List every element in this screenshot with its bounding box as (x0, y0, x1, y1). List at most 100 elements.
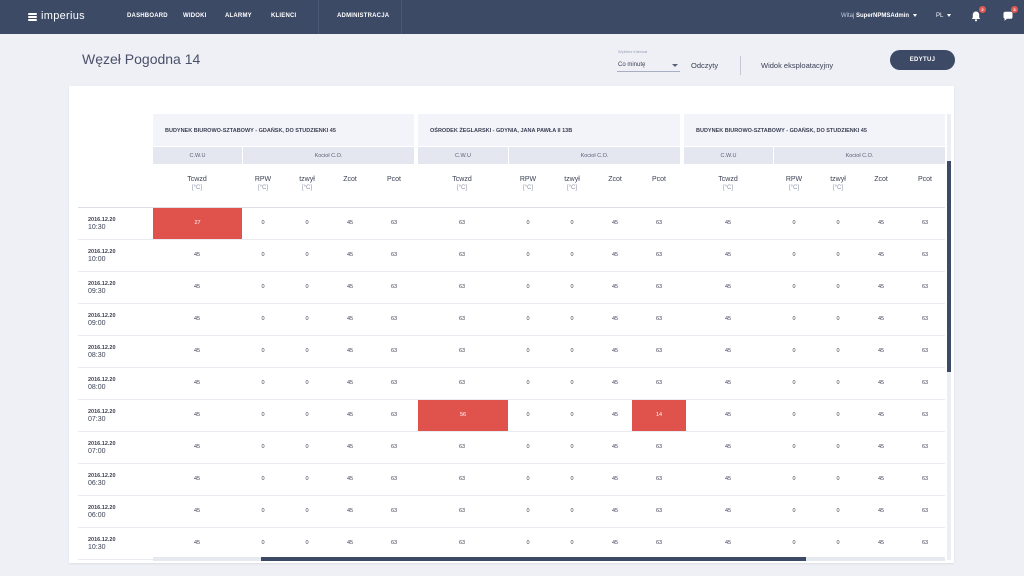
column-header[interactable]: tzwył [°C] (552, 176, 592, 191)
table-cell: 0 (305, 316, 309, 322)
row-date: 2016.12.20 (88, 505, 116, 511)
column-unit: [°C] (788, 185, 800, 191)
table-cell: 63 (458, 252, 466, 258)
nav-administracja[interactable]: ADMINISTRACJA (337, 13, 390, 19)
readings-table: 2016.12.20 10:30 27 0 0 45 63 63 0 0 45 63 45 0 0 45 63 2… (69, 86, 954, 563)
column-header[interactable]: tzwył [°C] (287, 176, 327, 191)
table-row[interactable]: 2016.12.20 10:00 45 0 0 45 63 63 0 0 45 63 45 0 0 45 63 (78, 240, 945, 272)
table-row[interactable]: 2016.12.20 07:30 45 0 0 45 63 56 0 0 45 14 45 0 0 45 63 (78, 400, 945, 432)
row-timestamp: 2016.12.20 07:00 (88, 440, 116, 456)
row-timestamp: 2016.12.20 10:30 (88, 216, 116, 232)
operational-view-link[interactable]: Widok eksploatacyjny (761, 61, 834, 70)
table-cell: 0 (836, 316, 840, 322)
column-header[interactable]: RPW [°C] (243, 176, 283, 191)
username: SuperNPMSAdmin (856, 13, 910, 19)
table-cell: 0 (570, 412, 574, 418)
column-header[interactable]: Zcot (861, 176, 901, 185)
vertical-scroll-thumb[interactable] (947, 161, 951, 372)
chat-icon (1003, 11, 1013, 21)
row-date: 2016.12.20 (88, 281, 116, 287)
table-cell: 0 (792, 252, 796, 258)
table-cell: 63 (458, 476, 466, 482)
nav-klienci[interactable]: KLIENCI (271, 13, 297, 19)
row-time: 08:30 (88, 352, 106, 359)
table-cell: 0 (526, 316, 530, 322)
node-title: BUDYNEK BIUROWO-SZTABOWY - GDAŃSK, DO ST… (696, 128, 867, 134)
table-cell: 45 (877, 252, 885, 258)
table-cell: 63 (458, 444, 466, 450)
interval-label: Wybierz interwał (618, 49, 648, 54)
row-timestamp: 2016.12.20 10:00 (88, 248, 116, 264)
table-cell: 63 (921, 476, 929, 482)
table-row[interactable]: 2016.12.20 10:30 27 0 0 45 63 63 0 0 45 63 45 0 0 45 63 (78, 208, 945, 240)
table-row[interactable]: 2016.12.20 09:00 45 0 0 45 63 63 0 0 45 63 45 0 0 45 63 (78, 304, 945, 336)
table-row[interactable]: 2016.12.20 07:00 45 0 0 45 63 63 0 0 45 63 45 0 0 45 63 (78, 432, 945, 464)
table-row[interactable]: 2016.12.20 10:30 45 0 0 45 63 63 0 0 45 63 45 0 0 45 63 (78, 528, 945, 560)
table-cell: 63 (921, 252, 929, 258)
notifications-button[interactable]: 2 (969, 6, 986, 23)
column-name: Tcwzd (187, 176, 207, 183)
column-name: Pcot (917, 176, 932, 183)
column-unit: [°C] (566, 185, 578, 191)
row-timestamp: 2016.12.20 07:30 (88, 408, 116, 424)
table-cell: 0 (305, 348, 309, 354)
table-cell: 0 (792, 508, 796, 514)
horizontal-scroll-thumb[interactable] (261, 557, 806, 561)
row-date: 2016.12.20 (88, 249, 116, 255)
table-cell: 63 (390, 476, 398, 482)
column-header[interactable]: Zcot (595, 176, 635, 185)
table-cell: 0 (792, 380, 796, 386)
table-cell: 45 (611, 252, 619, 258)
column-header[interactable]: Pcot (639, 176, 679, 185)
language-select[interactable]: PL (936, 13, 951, 19)
nav-divider (401, 0, 402, 34)
table-cell: 0 (792, 284, 796, 290)
column-header[interactable]: Zcot (330, 176, 370, 185)
table-cell: 45 (611, 540, 619, 546)
row-timestamp: 2016.12.20 06:00 (88, 504, 116, 520)
column-header[interactable]: Tcwzd [°C] (177, 176, 217, 191)
table-cell: 0 (836, 380, 840, 386)
table-row[interactable]: 2016.12.20 06:00 45 0 0 45 63 63 0 0 45 63 45 0 0 45 63 (78, 496, 945, 528)
table-cell: 45 (611, 316, 619, 322)
table-cell: 45 (611, 412, 619, 418)
edit-button[interactable]: EDYTUJ (890, 50, 955, 70)
column-header[interactable]: Pcot (905, 176, 945, 185)
table-row[interactable]: 2016.12.20 06:30 45 0 0 45 63 63 0 0 45 63 45 0 0 45 63 (78, 464, 945, 496)
row-time: 10:00 (88, 256, 106, 263)
table-cell: 0 (570, 220, 574, 226)
column-header[interactable]: tzwył [°C] (818, 176, 858, 191)
table-cell: 45 (346, 284, 354, 290)
user-menu[interactable]: Witaj SuperNPMSAdmin (841, 13, 917, 19)
table-row[interactable]: 2016.12.20 08:00 45 0 0 45 63 63 0 0 45 63 45 0 0 45 63 (78, 368, 945, 400)
table-cell: 45 (346, 444, 354, 450)
group-label: Kocioł C.O. (314, 153, 343, 159)
table-cell: 63 (655, 444, 663, 450)
messages-button[interactable]: 3 (1001, 6, 1018, 23)
table-cell: 45 (611, 348, 619, 354)
nav-dashboard[interactable]: DASHBOARD (127, 13, 168, 19)
chevron-down-icon (672, 64, 678, 67)
row-time: 09:30 (88, 288, 106, 295)
table-row[interactable]: 2016.12.20 08:30 45 0 0 45 63 63 0 0 45 63 45 0 0 45 63 (78, 336, 945, 368)
table-cell: 45 (877, 444, 885, 450)
interval-select[interactable]: Co minutę (617, 58, 680, 72)
nav-alarmy[interactable]: ALARMY (225, 13, 252, 19)
column-header[interactable]: Tcwzd [°C] (708, 176, 748, 191)
column-name: RPW (519, 176, 537, 183)
table-cell: 63 (458, 348, 466, 354)
column-header[interactable]: RPW [°C] (508, 176, 548, 191)
table-cell: 63 (655, 284, 663, 290)
column-name: RPW (254, 176, 272, 183)
column-header[interactable]: Pcot (374, 176, 414, 185)
table-cell: 45 (724, 412, 732, 418)
column-header[interactable]: Tcwzd [°C] (442, 176, 482, 191)
column-header[interactable]: RPW [°C] (774, 176, 814, 191)
table-cell: 0 (526, 412, 530, 418)
readings-link[interactable]: Odczyty (691, 61, 719, 70)
nav-widoki[interactable]: WIDOKI (183, 13, 207, 19)
table-row[interactable]: 2016.12.20 09:30 45 0 0 45 63 63 0 0 45 63 45 0 0 45 63 (78, 272, 945, 304)
brand-logo[interactable]: imperius (28, 10, 85, 22)
group-header-cwu: C.W.U (418, 146, 508, 164)
table-cell: 45 (724, 508, 732, 514)
